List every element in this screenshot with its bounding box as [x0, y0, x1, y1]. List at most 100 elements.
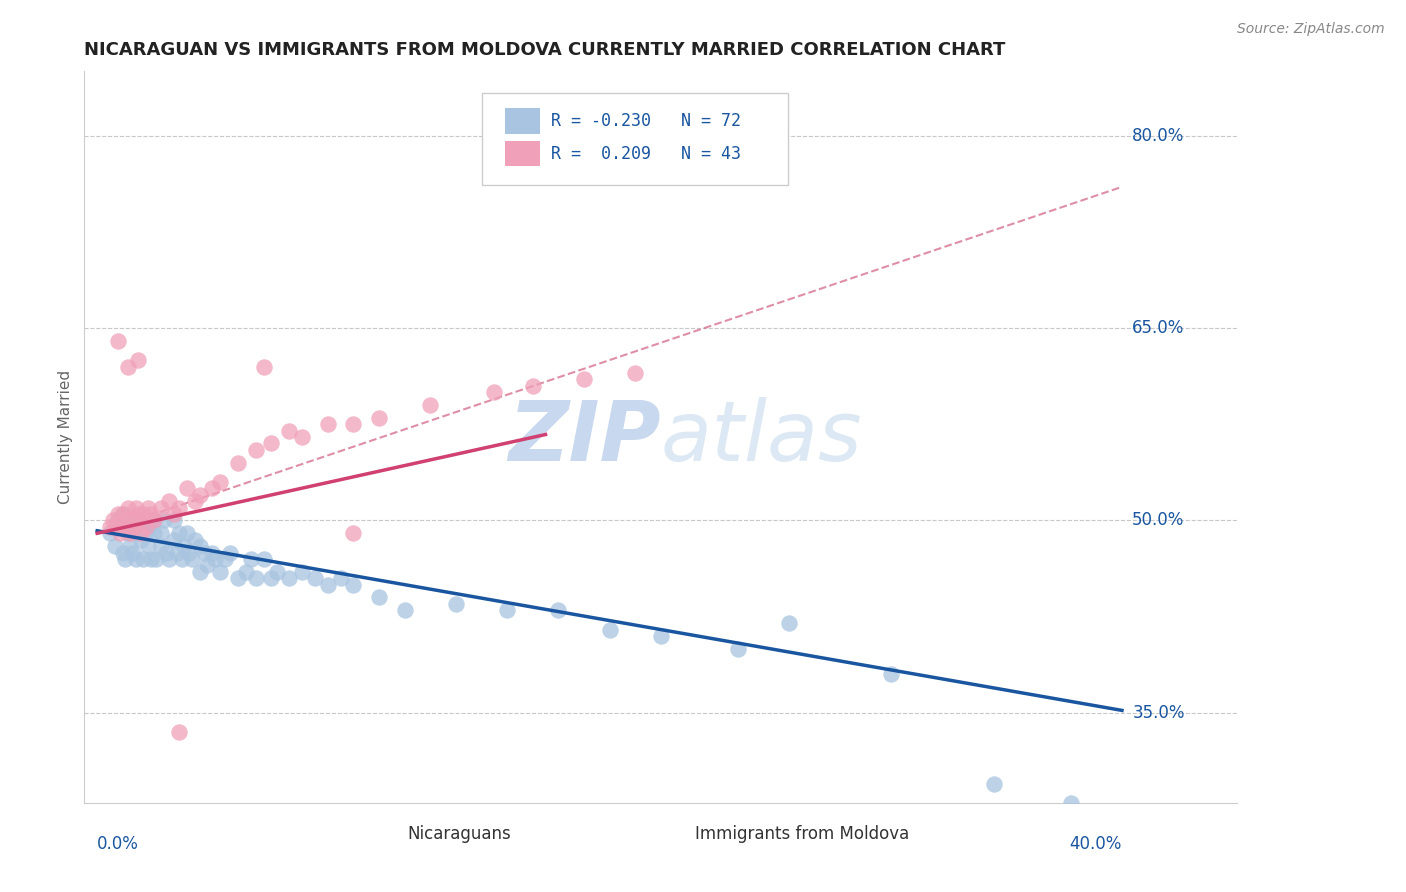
Point [117, 359, 139, 374]
Text: 0.0%: 0.0% [97, 835, 139, 853]
Point [342, 526, 364, 541]
Point [572, 372, 595, 386]
Point [114, 520, 136, 534]
Point [111, 545, 134, 559]
Point [179, 545, 201, 559]
Point [167, 725, 190, 739]
Point [194, 545, 217, 559]
Point [1060, 796, 1083, 810]
Point [201, 545, 224, 559]
Point [124, 514, 146, 528]
Point [188, 488, 211, 502]
Text: Source: ZipAtlas.com: Source: ZipAtlas.com [1237, 22, 1385, 37]
Point [104, 539, 127, 553]
Point [124, 500, 146, 515]
Point [329, 571, 352, 585]
Point [778, 616, 800, 631]
Point [107, 514, 129, 528]
FancyBboxPatch shape [361, 825, 395, 843]
Point [142, 514, 165, 528]
Point [245, 571, 267, 585]
Point [983, 776, 1005, 790]
Y-axis label: Currently Married: Currently Married [58, 370, 73, 504]
Point [117, 500, 139, 515]
Point [239, 552, 262, 566]
Text: R = -0.230   N = 72: R = -0.230 N = 72 [551, 112, 741, 130]
Point [111, 507, 134, 521]
Point [624, 366, 647, 380]
Point [167, 500, 190, 515]
Point [117, 526, 139, 541]
Point [150, 539, 173, 553]
Point [138, 520, 160, 534]
Point [145, 552, 167, 566]
Point [204, 552, 226, 566]
Point [129, 526, 152, 541]
Point [226, 456, 249, 470]
Point [253, 552, 276, 566]
Point [124, 514, 146, 528]
Point [135, 526, 157, 541]
Point [152, 514, 174, 528]
Point [368, 591, 391, 605]
Point [484, 385, 506, 400]
Point [117, 514, 139, 528]
Point [157, 494, 180, 508]
Point [181, 552, 204, 566]
Text: Nicaraguans: Nicaraguans [408, 824, 510, 843]
Point [101, 514, 124, 528]
Point [188, 565, 211, 579]
Text: 65.0%: 65.0% [1132, 319, 1185, 337]
Point [183, 533, 205, 547]
Point [226, 571, 249, 585]
Point [132, 520, 155, 534]
Point [368, 410, 391, 425]
Point [142, 514, 165, 528]
Text: 40.0%: 40.0% [1070, 835, 1122, 853]
FancyBboxPatch shape [650, 825, 683, 843]
Point [98, 520, 121, 534]
Point [104, 520, 127, 534]
Point [183, 494, 205, 508]
Point [291, 430, 314, 444]
Point [129, 533, 152, 547]
Point [253, 359, 276, 374]
Point [260, 436, 283, 450]
FancyBboxPatch shape [505, 141, 540, 167]
Point [163, 533, 186, 547]
Point [163, 514, 186, 528]
Point [120, 539, 142, 553]
Point [209, 475, 232, 489]
Point [122, 545, 145, 559]
Point [139, 552, 162, 566]
Point [419, 398, 441, 412]
Text: R =  0.209   N = 43: R = 0.209 N = 43 [551, 145, 741, 163]
Point [132, 552, 155, 566]
Point [496, 603, 519, 617]
Point [127, 353, 149, 368]
Point [150, 500, 173, 515]
Point [155, 545, 177, 559]
Text: 80.0%: 80.0% [1132, 127, 1185, 145]
Point [342, 417, 364, 432]
Point [342, 577, 364, 591]
Text: atlas: atlas [661, 397, 862, 477]
Point [522, 378, 544, 392]
Point [138, 539, 160, 553]
Point [316, 577, 339, 591]
Point [599, 623, 621, 637]
Point [170, 552, 193, 566]
Point [304, 571, 326, 585]
Point [138, 500, 160, 515]
Point [163, 507, 186, 521]
Point [209, 565, 232, 579]
Point [127, 526, 149, 541]
Point [107, 334, 129, 348]
Point [176, 526, 198, 541]
Point [98, 526, 121, 541]
Point [394, 603, 416, 617]
Point [444, 597, 467, 611]
Point [201, 482, 224, 496]
Point [167, 526, 190, 541]
Text: NICARAGUAN VS IMMIGRANTS FROM MOLDOVA CURRENTLY MARRIED CORRELATION CHART: NICARAGUAN VS IMMIGRANTS FROM MOLDOVA CU… [84, 41, 1005, 59]
